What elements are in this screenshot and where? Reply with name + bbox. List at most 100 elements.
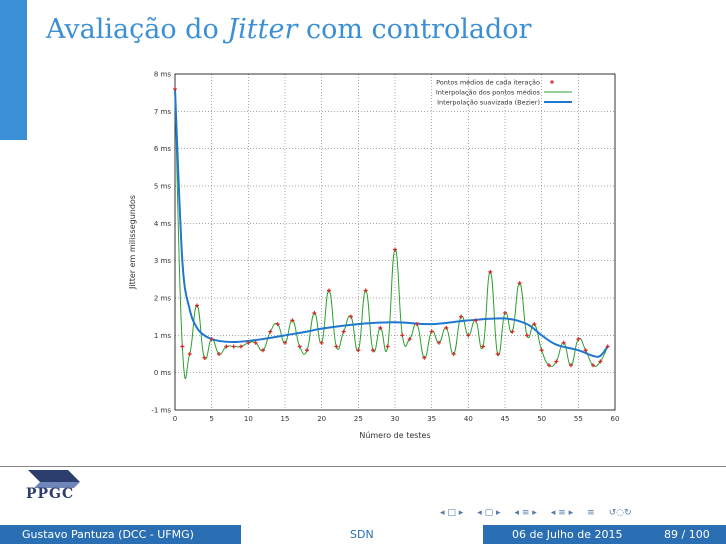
data-point bbox=[400, 333, 405, 338]
x-tick-label: 55 bbox=[574, 415, 583, 423]
data-point bbox=[525, 333, 529, 338]
data-point bbox=[481, 344, 485, 349]
data-point bbox=[517, 281, 522, 286]
data-point bbox=[422, 355, 427, 360]
nav-toc-icon[interactable]: ≡ bbox=[587, 508, 595, 518]
x-tick-label: 15 bbox=[281, 415, 290, 423]
title-main: Avaliação do bbox=[46, 14, 228, 45]
data-point bbox=[473, 318, 478, 323]
data-point bbox=[290, 318, 295, 323]
nav-frame-icon[interactable]: ◂ □ ▸ bbox=[440, 508, 464, 518]
y-axis-label: Jitter em milissegundos bbox=[128, 195, 137, 290]
nav-search-icon[interactable]: ↺◌↻ bbox=[608, 508, 632, 518]
y-tick-label: 0 ms bbox=[154, 369, 171, 377]
data-point bbox=[569, 363, 573, 368]
data-point bbox=[327, 288, 331, 293]
y-tick-label: 2 ms bbox=[154, 295, 171, 303]
sidebar-accent-bar bbox=[0, 0, 27, 140]
jitter-chart: 0 5 10 15 20 25 30 35 40 45 50 55 60 -1 ms 0 ms 1 ms 2 m… bbox=[128, 71, 619, 441]
data-point bbox=[341, 329, 346, 334]
chart-legend: Pontos médios de cada iteração Interpolaç… bbox=[436, 79, 572, 107]
data-point bbox=[202, 355, 207, 360]
data-point bbox=[488, 269, 493, 274]
chart-grid bbox=[175, 74, 615, 410]
x-tick-label: 25 bbox=[354, 415, 363, 423]
data-point bbox=[275, 322, 280, 327]
chart-ticks: 0 5 10 15 20 25 30 35 40 45 50 55 60 -1 ms 0 ms 1 ms 2 m… bbox=[151, 71, 619, 424]
data-point bbox=[268, 329, 273, 334]
footer-section: SDN bbox=[350, 528, 374, 541]
data-point bbox=[466, 333, 471, 338]
data-point bbox=[217, 352, 221, 356]
x-tick-label: 20 bbox=[317, 415, 326, 423]
data-point bbox=[510, 329, 515, 334]
legend-label: Pontos médios de cada iteração bbox=[436, 79, 540, 87]
data-point bbox=[319, 340, 324, 345]
plot-frame bbox=[174, 73, 616, 411]
y-tick-label: 4 ms bbox=[154, 220, 171, 228]
data-point bbox=[312, 310, 317, 315]
x-tick-label: 10 bbox=[244, 415, 253, 423]
footer-date: 06 de Julho de 2015 bbox=[512, 528, 623, 541]
footer-author: Gustavo Pantuza (DCC - UFMG) bbox=[22, 528, 194, 541]
data-point bbox=[393, 247, 397, 252]
data-point bbox=[349, 314, 353, 319]
data-point bbox=[532, 322, 537, 327]
logo-divider bbox=[0, 466, 726, 467]
data-point bbox=[173, 86, 177, 91]
data-point bbox=[459, 314, 463, 319]
x-tick-label: 0 bbox=[173, 415, 177, 423]
footer-mid-band bbox=[241, 525, 483, 544]
data-point bbox=[283, 340, 287, 345]
data-point bbox=[297, 344, 302, 349]
chart-axes bbox=[174, 73, 616, 411]
legend-swatch bbox=[550, 80, 554, 84]
data-point bbox=[576, 337, 581, 342]
data-point bbox=[554, 359, 559, 364]
data-point bbox=[209, 337, 214, 342]
title-italic: Jitter bbox=[227, 14, 298, 45]
x-tick-label: 60 bbox=[611, 415, 620, 423]
data-point bbox=[437, 340, 441, 345]
data-point bbox=[305, 348, 309, 353]
data-point bbox=[407, 337, 412, 342]
data-point bbox=[429, 329, 434, 334]
title-end: com controlador bbox=[297, 14, 532, 45]
data-point bbox=[385, 344, 390, 349]
nav-section-next-icon[interactable]: ◂ ≡ ▸ bbox=[550, 508, 574, 518]
x-axis-label: Número de testes bbox=[359, 431, 430, 440]
data-point bbox=[363, 288, 368, 293]
legend-label: Interpolação dos pontos médios bbox=[436, 89, 541, 97]
y-tick-label: -1 ms bbox=[151, 407, 171, 415]
slide-title: Avaliação do Jitter com controlador bbox=[46, 14, 531, 45]
ppgc-logo bbox=[28, 470, 80, 488]
data-point bbox=[591, 363, 595, 368]
data-point bbox=[334, 344, 339, 349]
y-tick-label: 6 ms bbox=[154, 145, 171, 153]
data-point bbox=[495, 352, 500, 356]
data-point bbox=[444, 325, 449, 330]
y-tick-label: 8 ms bbox=[154, 71, 171, 79]
data-point bbox=[561, 340, 566, 345]
data-point bbox=[539, 348, 544, 353]
y-tick-label: 3 ms bbox=[154, 257, 171, 265]
data-point bbox=[598, 359, 603, 364]
y-tick-label: 7 ms bbox=[154, 108, 171, 116]
data-point bbox=[261, 348, 265, 353]
data-point bbox=[378, 325, 383, 330]
data-point bbox=[451, 352, 456, 356]
data-point bbox=[415, 322, 419, 327]
x-tick-label: 5 bbox=[209, 415, 213, 423]
logo-text: PPGC bbox=[26, 486, 75, 502]
x-tick-label: 40 bbox=[464, 415, 473, 423]
legend-label: Interpolação suavizada (Bezier) bbox=[437, 99, 540, 107]
x-tick-label: 30 bbox=[391, 415, 400, 423]
data-point bbox=[180, 344, 185, 349]
footer-page-number: 89 / 100 bbox=[664, 528, 710, 541]
nav-subsection-icon[interactable]: ◂ ▢ ▸ bbox=[477, 508, 501, 518]
y-tick-label: 5 ms bbox=[154, 183, 171, 191]
chart-series bbox=[173, 86, 610, 380]
data-point bbox=[195, 303, 199, 308]
nav-section-icon[interactable]: ◂ ≡ ▸ bbox=[514, 508, 537, 518]
data-point bbox=[605, 344, 610, 349]
